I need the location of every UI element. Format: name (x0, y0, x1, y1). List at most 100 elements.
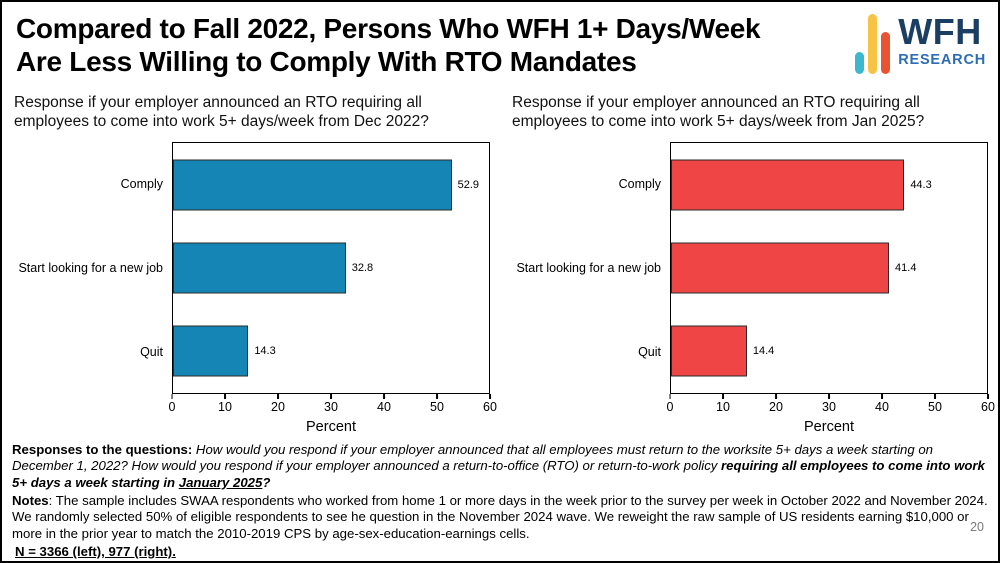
chart-jan-2025: Response if your employer announced an R… (500, 94, 998, 435)
category-label: Quit (140, 345, 163, 359)
chart-jan-2025-xlabel: Percent (804, 419, 854, 435)
logo-bar-orange-icon (881, 32, 891, 74)
x-tick-mark (277, 394, 279, 399)
chart-jan-2025-xaxis: 0 10 20 30 40 50 60 (666, 394, 995, 418)
x-tick: 20 (769, 394, 783, 414)
x-tick-label: 50 (928, 400, 942, 414)
x-tick-mark (722, 394, 724, 399)
bar-quit (671, 325, 747, 377)
category-label: Comply (618, 177, 661, 191)
chart-dec-2022-frame: 52.9 32.8 14.3 (172, 142, 490, 394)
x-tick: 0 (666, 394, 674, 414)
chart-dec-2022-title: Response if your employer announced an R… (14, 94, 429, 130)
x-tick-mark (934, 394, 936, 399)
logo-bars-icon (855, 8, 891, 74)
wfh-research-logo: WFH RESEARCH (855, 8, 986, 74)
chart-dec-2022-xaxis: 0 10 20 30 40 50 60 (168, 394, 497, 418)
responses-end: ? (262, 474, 271, 490)
x-tick-label: 30 (822, 400, 836, 414)
x-tick-label: 60 (981, 400, 995, 414)
bar-comply (671, 159, 905, 211)
chart-dec-2022: Response if your employer announced an R… (2, 94, 500, 435)
footer: Responses to the questions: How would yo… (12, 442, 988, 561)
logo-research-label: RESEARCH (898, 52, 986, 69)
x-tick: 50 (430, 394, 444, 414)
chart-dec-2022-plot-col: 52.9 32.8 14.3 0 10 20 30 40 50 60 Percent (168, 142, 497, 435)
responses-underline-text: January 2025 (178, 474, 263, 490)
notes-text: : The sample includes SWAA respondents w… (12, 493, 988, 541)
x-tick: 20 (271, 394, 285, 414)
bar-quit (173, 325, 249, 377)
x-tick-label: 10 (218, 400, 232, 414)
value-label: 41.4 (895, 262, 917, 274)
x-tick: 30 (324, 394, 338, 414)
category-label: Start looking for a new job (18, 261, 163, 275)
x-tick-mark (881, 394, 883, 399)
sample-size-text: N = 3366 (left), 977 (right). (15, 544, 176, 560)
page-title-line1: Compared to Fall 2022, Persons Who WFH 1… (16, 13, 761, 44)
x-tick: 40 (377, 394, 391, 414)
value-label: 44.3 (910, 178, 932, 191)
x-tick: 40 (875, 394, 889, 414)
x-tick: 0 (168, 394, 176, 414)
x-tick-mark (330, 394, 332, 399)
chart-dec-2022-ylabels: Comply Start looking for a new job Quit (14, 142, 172, 394)
chart-jan-2025-frame: 44.3 41.4 14.4 (670, 142, 988, 394)
responses-label: Responses to the questions: (12, 442, 193, 457)
logo-bar-teal-icon (855, 52, 865, 74)
x-tick-mark (436, 394, 438, 399)
x-tick: 30 (822, 394, 836, 414)
value-label: 14.3 (254, 345, 276, 358)
page-number: 20 (970, 520, 984, 534)
responses-paragraph: Responses to the questions: How would yo… (12, 442, 988, 491)
x-tick-mark (171, 394, 173, 399)
x-tick-mark (669, 394, 671, 399)
x-tick-mark (775, 394, 777, 399)
chart-jan-2025-title: Response if your employer announced an R… (512, 94, 925, 130)
responses-question-text: How would you respond if your employer a… (12, 442, 933, 474)
page-title-line2: Are Less Willing to Comply With RTO Mand… (16, 46, 637, 78)
responses-bold-text: requiring all employees to come into wor… (12, 458, 985, 490)
value-label: 52.9 (457, 178, 480, 191)
x-tick-label: 0 (666, 400, 674, 414)
value-label: 14.4 (752, 345, 775, 358)
x-tick-label: 60 (483, 400, 497, 414)
x-tick: 60 (483, 394, 497, 414)
notes-paragraph: Notes: The sample includes SWAA responde… (12, 493, 988, 542)
category-label: Start looking for a new job (516, 261, 661, 275)
x-tick-label: 20 (769, 400, 783, 414)
logo-wfh-label: WFH (898, 11, 982, 53)
x-tick-label: 30 (324, 400, 338, 414)
x-tick: 10 (218, 394, 232, 414)
category-label: Comply (120, 177, 163, 191)
notes-label: Notes (12, 493, 49, 509)
charts-row: Response if your employer announced an R… (2, 94, 998, 435)
x-tick-mark (489, 394, 491, 399)
chart-jan-2025-plot-col: 44.3 41.4 14.4 0 10 20 30 40 50 60 Percent (666, 142, 995, 435)
x-tick-mark (383, 394, 385, 399)
category-label: Quit (638, 345, 661, 359)
chart-dec-2022-xlabel: Percent (306, 419, 356, 435)
chart-jan-2025-plot: Comply Start looking for a new job Quit 44… (512, 142, 995, 435)
x-tick: 10 (716, 394, 730, 414)
x-tick-label: 40 (377, 400, 391, 414)
chart-jan-2025-ylabels: Comply Start looking for a new job Quit (512, 142, 670, 394)
value-label: 32.8 (351, 262, 374, 274)
header: Compared to Fall 2022, Persons Who WFH 1… (16, 12, 818, 78)
logo-bar-yellow-icon (868, 14, 878, 74)
x-tick: 60 (981, 394, 995, 414)
x-tick-label: 20 (271, 400, 285, 414)
x-tick-label: 50 (430, 400, 444, 414)
bar-start-looking-for-a-new-job (671, 242, 890, 294)
logo-text: WFH RESEARCH (898, 14, 986, 68)
x-tick-mark (987, 394, 989, 399)
x-tick-label: 0 (168, 400, 176, 414)
bar-comply (173, 159, 452, 211)
x-tick-label: 10 (716, 400, 730, 414)
chart-dec-2022-plot: Comply Start looking for a new job Quit 52… (14, 142, 497, 435)
page-title: Compared to Fall 2022, Persons Who WFH 1… (16, 12, 818, 78)
bar-start-looking-for-a-new-job (173, 242, 346, 294)
x-tick-mark (224, 394, 226, 399)
x-tick-mark (828, 394, 830, 399)
